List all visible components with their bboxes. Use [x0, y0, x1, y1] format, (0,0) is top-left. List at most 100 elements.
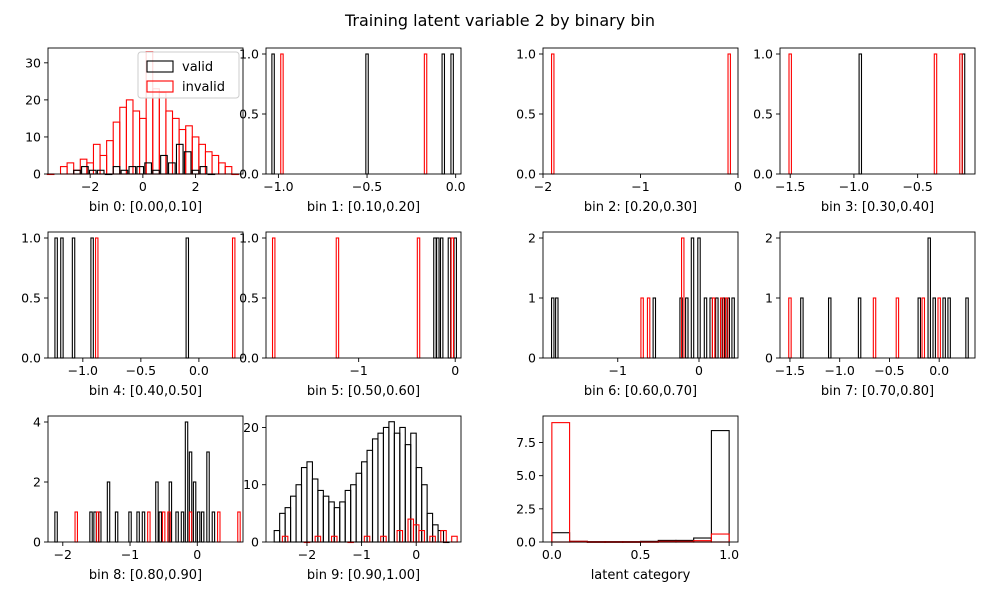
- ytick-label-1: 0.5: [239, 291, 259, 306]
- bar-valid-13: [175, 143, 184, 175]
- bar-invalid-1: [423, 53, 428, 175]
- bar-valid-12: [168, 162, 176, 175]
- bar-invalid-15: [152, 88, 160, 175]
- ytick-label-2: 20: [243, 420, 259, 435]
- axes-frame: [542, 231, 739, 359]
- bar-valid-4: [106, 481, 111, 543]
- bar-valid-9: [322, 495, 330, 543]
- bar-invalid-0: [550, 53, 555, 175]
- bar-valid-12: [339, 501, 346, 543]
- bar-valid-20: [382, 426, 390, 543]
- bar-invalid-0: [95, 237, 99, 359]
- ytick-label-2: 1.0: [239, 47, 259, 62]
- bar-valid-3: [447, 237, 452, 359]
- bar-invalid-2: [66, 162, 75, 175]
- bar-valid-22: [393, 432, 401, 543]
- ytick-label-1: 1: [765, 291, 773, 306]
- ytick-label-3: 30: [25, 55, 41, 70]
- xtick-label-2: 0: [193, 547, 201, 562]
- bar-valid-14: [184, 421, 189, 543]
- bar-invalid-0: [788, 53, 792, 175]
- bar-valid-0: [551, 532, 571, 543]
- bar-valid-16: [192, 481, 197, 543]
- xtick-label-0: −2: [54, 547, 72, 562]
- ytick-label-0: 0.0: [21, 351, 41, 366]
- x-axis-label: bin 5: [0.50,0.60]: [307, 384, 420, 399]
- bar-valid-8: [136, 166, 145, 175]
- xtick-label-1: −1: [631, 179, 649, 194]
- legend-label-invalid: invalid: [182, 80, 225, 95]
- bar-valid-13: [344, 489, 352, 543]
- bar-valid-7: [128, 166, 137, 175]
- bar-valid-3: [450, 53, 454, 175]
- bar-valid-10: [152, 169, 160, 175]
- bar-valid-3: [917, 297, 922, 359]
- ytick-label-2: 1.0: [516, 47, 536, 62]
- bar-valid-12: [175, 511, 179, 543]
- bar-valid-6: [128, 511, 132, 543]
- bar-valid-19: [206, 451, 210, 543]
- bar-valid-8: [693, 537, 712, 543]
- bar-invalid-0: [788, 297, 792, 359]
- axes-frame: [47, 231, 244, 359]
- bar-invalid-0: [74, 511, 78, 543]
- bar-valid-0: [858, 53, 863, 175]
- bar-valid-17: [196, 511, 201, 543]
- bar-valid-1: [436, 237, 440, 359]
- xtick-label-0: −2: [534, 179, 552, 194]
- bar-valid-0: [73, 169, 81, 175]
- axes-frame: [265, 47, 462, 175]
- ytick-label-2: 5.0: [516, 468, 536, 483]
- bar-valid-0: [54, 237, 58, 359]
- xtick-label-1: −0.5: [126, 363, 156, 378]
- bar-valid-2: [93, 511, 97, 543]
- xtick-label-1: −1.0: [839, 179, 869, 194]
- bar-valid-6: [697, 237, 701, 359]
- xtick-label-0: −1.5: [775, 363, 805, 378]
- subplot-7: −1.5 −1.0 −0.5 0.0 0 1 2 bin 7: [0.70,0.80]: [765, 231, 976, 399]
- bar-invalid-1: [727, 53, 731, 175]
- bar-valid-14: [350, 484, 357, 543]
- bar-valid-2: [857, 297, 862, 359]
- bar-invalid-5: [188, 511, 193, 543]
- bar-invalid-6: [217, 511, 221, 543]
- bar-invalid-1: [335, 237, 340, 359]
- bar-invalid-0: [640, 297, 644, 359]
- axes-frame: [542, 47, 739, 175]
- bar-valid-1: [555, 297, 559, 359]
- subplot-3: −1.5 −1.0 −0.5 0.0 0.5 1.0 bin 3: [0.30,0.40]: [753, 47, 976, 215]
- bar-valid-1: [60, 237, 64, 359]
- subplot-9: −2 −1 0 0 10 20 bin 9: [0.90,1.00]: [243, 415, 462, 583]
- bar-valid-5: [300, 466, 308, 543]
- bar-valid-10: [158, 511, 163, 543]
- x-axis-label: bin 6: [0.60,0.70]: [584, 384, 697, 399]
- xtick-label-1: 0: [451, 363, 459, 378]
- bar-valid-13: [180, 511, 185, 543]
- ytick-label-1: 0.5: [516, 107, 536, 122]
- bar-valid-21: [388, 421, 395, 543]
- x-axis-label: bin 8: [0.80,0.90]: [89, 568, 202, 583]
- bar-invalid-3: [161, 511, 166, 543]
- bar-invalid-0: [271, 237, 276, 359]
- bar-valid-8: [965, 297, 969, 359]
- subplot-4: −1.0 −0.5 0.0 0.0 0.5 1.0 bin 4: [0.40,0.50]: [21, 231, 244, 399]
- bar-valid-6: [942, 297, 946, 359]
- bar-valid-0: [800, 297, 804, 359]
- bar-valid-0: [433, 237, 437, 359]
- xtick-label-1: −1: [121, 547, 139, 562]
- axes-frame: [779, 47, 976, 175]
- bar-invalid-2: [416, 237, 421, 359]
- bar-valid-3: [90, 237, 94, 359]
- ytick-label-1: 1: [528, 291, 536, 306]
- bar-valid-2: [439, 237, 444, 359]
- bar-valid-2: [652, 297, 657, 359]
- bar-invalid-24: [211, 154, 220, 175]
- ytick-label-2: 1.0: [753, 47, 773, 62]
- bar-valid-8: [317, 489, 324, 543]
- ytick-label-0: 0: [528, 351, 536, 366]
- xtick-label-1: −0.5: [352, 179, 382, 194]
- legend-swatch-valid: [146, 60, 174, 73]
- bar-invalid-0: [280, 53, 284, 175]
- bar-invalid-1: [933, 53, 938, 175]
